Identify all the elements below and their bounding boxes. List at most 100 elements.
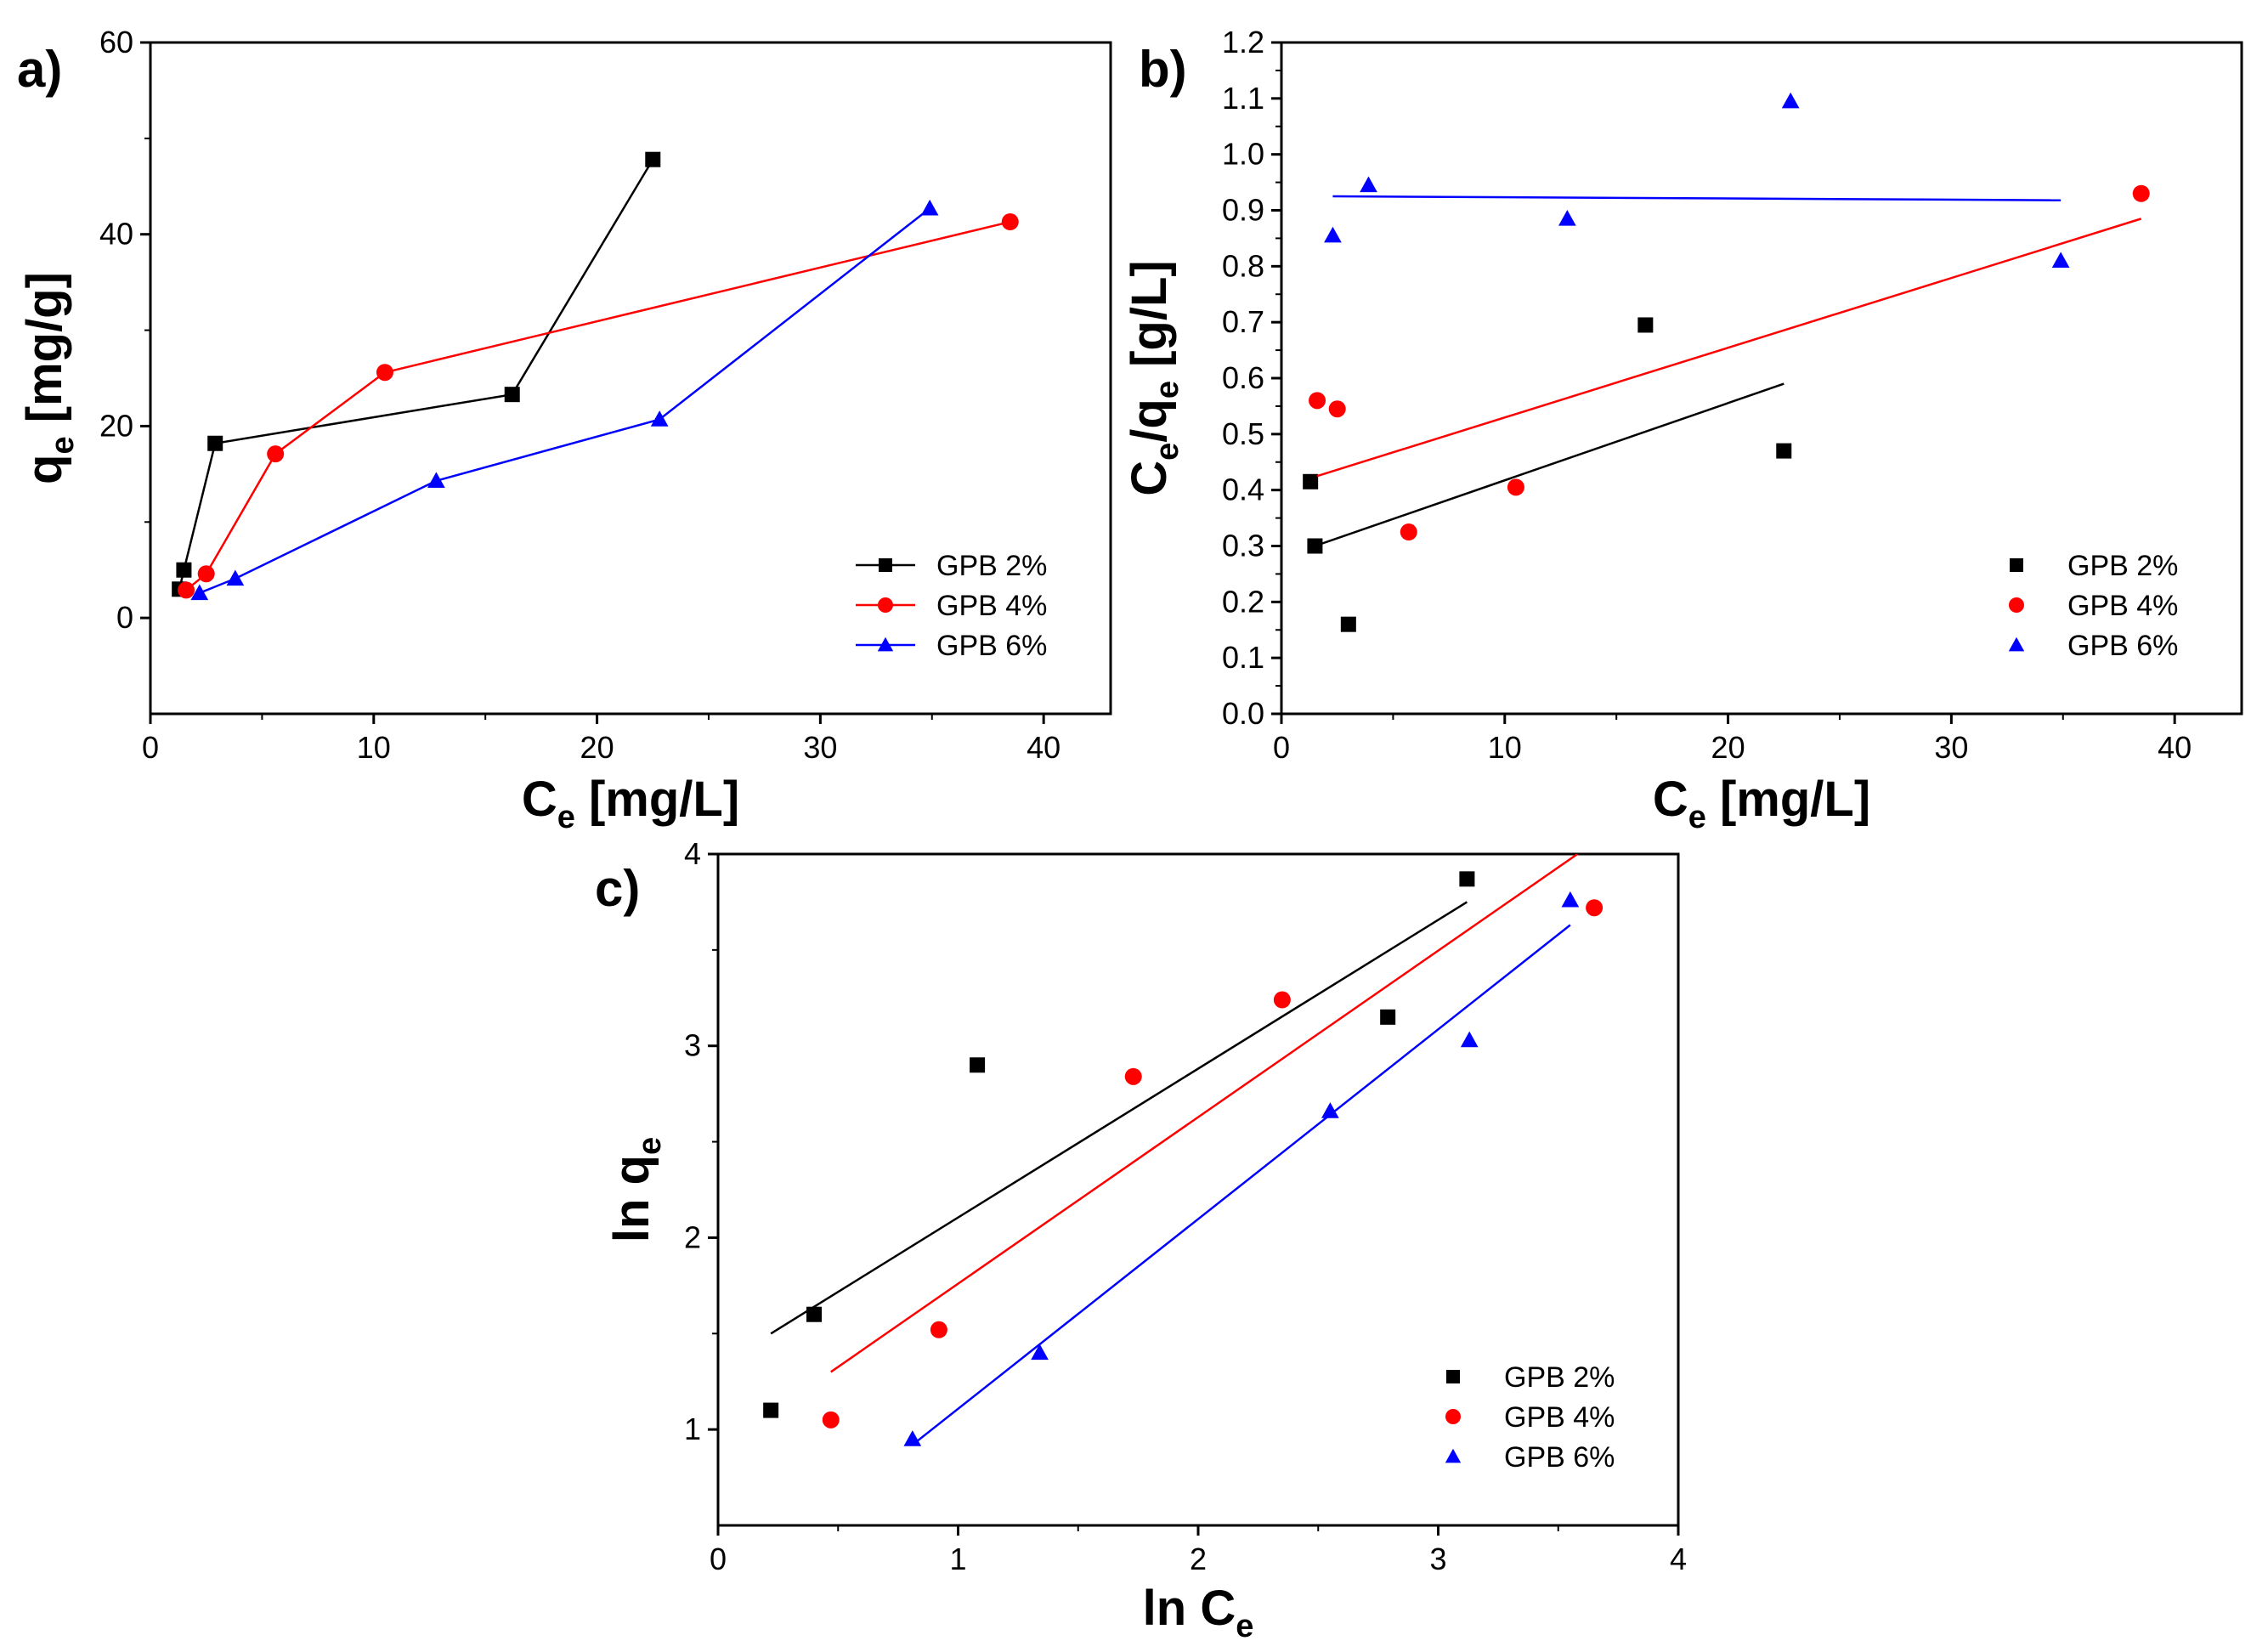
- legend-label: GPB 4%: [2067, 590, 2178, 622]
- series-gpb-6-: [1324, 92, 2070, 269]
- x-axis-title-main: C: [1653, 772, 1688, 827]
- y-axis-title-main: q: [17, 455, 72, 484]
- data-point: [1031, 1344, 1049, 1361]
- data-point: [1776, 443, 1792, 459]
- data-point: [1303, 473, 1319, 489]
- legend-entry: GPB 2%: [2010, 550, 2178, 582]
- series-gpb-2-: [172, 151, 661, 597]
- legend-label: GPB 6%: [936, 630, 1047, 662]
- series-line: [199, 207, 930, 594]
- data-point: [645, 151, 661, 167]
- x-axis-title-main: ln C: [1143, 1581, 1236, 1636]
- legend-marker: [2008, 636, 2025, 652]
- data-point: [2051, 252, 2070, 269]
- legend-marker: [2009, 597, 2024, 613]
- series-gpb-6-: [190, 199, 939, 601]
- legend-label: GPB 4%: [1504, 1401, 1615, 1434]
- y-axis-title-mid: /q: [1122, 399, 1177, 443]
- series-gpb-4-: [822, 854, 1603, 1429]
- data-point: [1273, 991, 1291, 1009]
- fit-line: [770, 901, 1468, 1335]
- data-point: [267, 445, 285, 463]
- data-point: [1380, 1009, 1396, 1025]
- x-axis-title-sub: e: [557, 800, 575, 835]
- y-axis-title-sub2: e: [1150, 381, 1185, 399]
- legend-label: GPB 6%: [1504, 1441, 1615, 1474]
- panel-b: 0 10 20 30 40 0.0 0.1 0.2 0.3 0.4 0.5 0.6 0.7 0.8 0.9 1…: [1122, 25, 2243, 835]
- y-axis-title-sub: e: [45, 436, 81, 454]
- legend: GPB 2% GPB 4% GPB 6%: [1445, 1361, 1615, 1474]
- legend-entry: GPB 4%: [856, 590, 1047, 622]
- legend: GPB 2% GPB 4% GPB 6%: [856, 550, 1047, 662]
- x-tick-label: 40: [1027, 730, 1060, 765]
- y-axis-title: qe [mg/g]: [17, 272, 81, 484]
- x-axis-title-sub: e: [1236, 1609, 1253, 1644]
- y-tick-label: 40: [99, 217, 133, 252]
- y-axis-title-main: ln q: [604, 1155, 659, 1242]
- panel-label: a): [17, 41, 62, 98]
- data-point: [1328, 400, 1346, 418]
- y-tick-label: 0.6: [1222, 360, 1264, 395]
- plot-frame: [149, 41, 1112, 716]
- data-point: [903, 1430, 922, 1446]
- y-tick-label: 0.9: [1222, 193, 1264, 228]
- series-gpb-4-: [178, 213, 1019, 599]
- legend-marker: [2010, 558, 2023, 572]
- x-axis-title: Ce [mg/L]: [1653, 772, 1870, 835]
- data-point: [207, 435, 223, 451]
- data-point: [1360, 176, 1377, 193]
- x-tick-label: 10: [1488, 730, 1522, 765]
- data-point: [1781, 92, 1800, 109]
- series-gpb-6-: [903, 891, 1580, 1446]
- x-axis-title: Ce [mg/L]: [522, 772, 739, 835]
- y-axis-title: ln qe: [604, 1137, 668, 1242]
- legend-marker: [878, 597, 893, 613]
- y-tick-label: 1.2: [1222, 25, 1264, 59]
- fit-line: [1332, 195, 2062, 201]
- plot-area: [1303, 92, 2150, 632]
- data-point: [176, 562, 192, 578]
- x-tick-label: 4: [1670, 1542, 1687, 1576]
- y-axis-title: Ce/qe [g/L]: [1122, 260, 1185, 495]
- series-gpb-2-: [763, 871, 1475, 1418]
- panel-label: b): [1139, 41, 1187, 98]
- x-axis-title: ln Ce: [1143, 1581, 1254, 1644]
- legend-label: GPB 4%: [936, 590, 1047, 622]
- data-point: [1321, 1102, 1339, 1118]
- data-point: [806, 1306, 822, 1322]
- legend-label: GPB 2%: [2067, 550, 2178, 582]
- legend-label: GPB 2%: [1504, 1361, 1615, 1394]
- data-point: [822, 1411, 840, 1429]
- series-gpb-2-: [1303, 317, 1792, 632]
- series-line: [178, 159, 654, 590]
- legend-label: GPB 2%: [936, 550, 1047, 582]
- data-point: [1124, 1067, 1142, 1085]
- y-tick-label: 0: [116, 600, 133, 635]
- plot-area: [172, 151, 1019, 601]
- data-point: [1309, 392, 1326, 410]
- data-point: [1324, 226, 1342, 243]
- legend-entry: GPB 6%: [856, 630, 1047, 662]
- data-point: [427, 472, 445, 489]
- legend-entry: GPB 6%: [1445, 1441, 1615, 1474]
- x-tick-label: 30: [803, 730, 837, 765]
- legend-label: GPB 6%: [2067, 630, 2178, 662]
- legend-entry: GPB 4%: [2009, 590, 2178, 622]
- x-axis-title-unit: [mg/L]: [575, 772, 739, 827]
- data-point: [1637, 317, 1654, 333]
- legend-marker: [1446, 1370, 1460, 1383]
- legend-entry: GPB 6%: [2008, 630, 2178, 662]
- y-axis-title-main: C: [1122, 461, 1177, 496]
- y-tick-label: 0.2: [1222, 584, 1264, 619]
- x-axis-title-unit: [mg/L]: [1706, 772, 1870, 827]
- legend-marker: [879, 558, 892, 572]
- y-tick-label: 0.3: [1222, 529, 1264, 563]
- data-point: [1340, 616, 1356, 632]
- data-point: [1459, 871, 1475, 887]
- data-point: [226, 569, 245, 586]
- data-point: [190, 584, 209, 601]
- x-tick-label: 3: [1429, 1542, 1446, 1576]
